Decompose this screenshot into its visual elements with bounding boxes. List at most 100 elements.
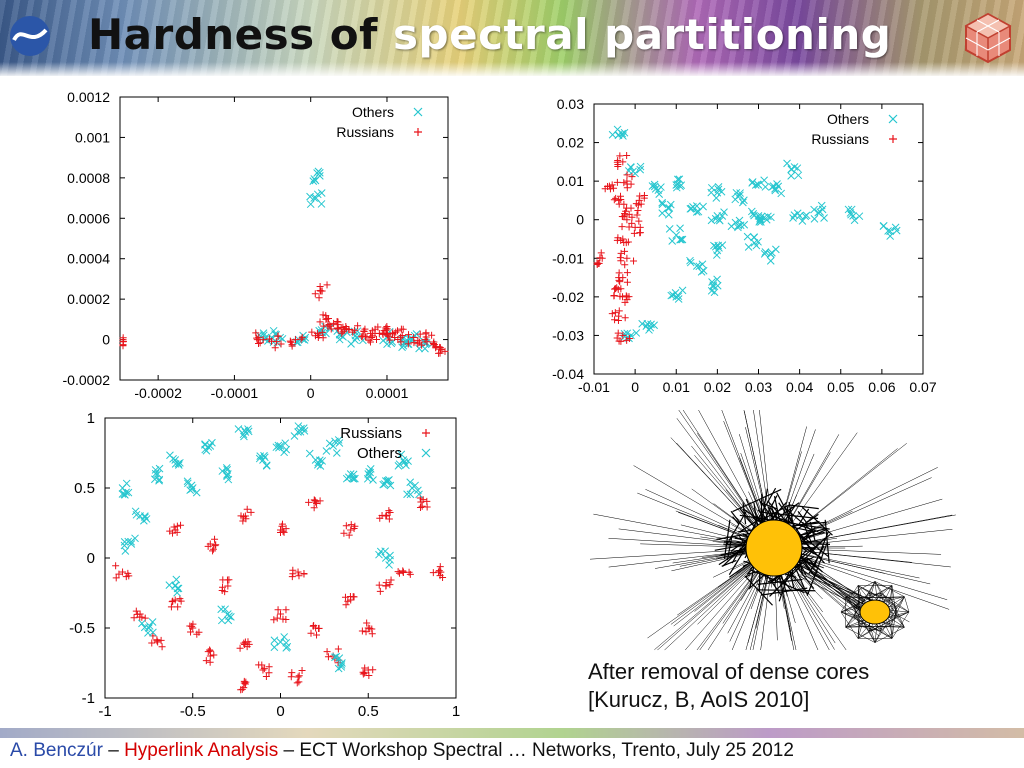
scatter-point-others <box>614 131 623 139</box>
legend-marker-russians <box>889 135 897 143</box>
scatter-point-russians <box>365 336 373 344</box>
y-axis-ticks: -1 -0.5 0 0.5 1 <box>69 410 456 707</box>
scatter-point-others <box>397 335 406 344</box>
scatter-point-russians <box>614 160 622 168</box>
scatter-point-others <box>282 644 291 652</box>
scatter-point-russians <box>323 281 331 289</box>
graph-edge <box>744 534 802 568</box>
scatter-point-others <box>188 484 197 492</box>
scatter-point-russians <box>288 573 296 581</box>
graph-edge <box>869 592 891 599</box>
graph-edge <box>773 453 815 549</box>
scatter-point-russians <box>189 624 197 632</box>
scatter-point-russians <box>368 625 376 633</box>
graph-edge <box>845 596 893 639</box>
graph-edge <box>813 567 865 613</box>
scatter-point-russians <box>204 648 212 656</box>
scatter-point-others <box>173 584 182 593</box>
scatter-point-others <box>140 623 149 632</box>
scatter-point-russians <box>617 192 625 200</box>
scatter-point-others <box>314 458 323 467</box>
scatter-point-russians <box>432 343 440 351</box>
scatter-point-others <box>171 460 180 468</box>
scatter-point-others <box>227 613 235 621</box>
scatter-point-others <box>672 181 681 189</box>
scatter-point-others <box>380 480 389 488</box>
graph-edge <box>716 547 775 559</box>
x-tick-label: -0.01 <box>578 379 610 395</box>
scatter-point-others <box>748 179 757 187</box>
x-axis-ticks: -0.0002 -0.0001 0 0.0001 <box>134 97 409 401</box>
scatter-point-others <box>145 624 153 632</box>
scatter-point-russians <box>158 643 166 651</box>
graph-edge <box>840 611 854 618</box>
scatter-point-others <box>620 329 629 338</box>
scatter-point-russians <box>345 325 353 333</box>
scatter-point-others <box>816 208 825 216</box>
graph-edge <box>802 561 816 578</box>
scatter-point-russians <box>630 229 638 237</box>
graph-edge <box>748 527 816 590</box>
scatter-point-russians <box>625 223 633 231</box>
scatter-point-others <box>771 245 780 254</box>
scatter-point-others <box>676 235 684 244</box>
scatter-point-others <box>120 490 129 498</box>
scatter-point-others <box>793 209 802 218</box>
graph-edge <box>755 547 775 629</box>
x-tick-label: -1 <box>98 703 111 720</box>
graph-edge <box>773 547 788 597</box>
scatter-point-others <box>384 476 392 485</box>
scatter-point-russians <box>429 340 437 348</box>
scatter-point-russians <box>289 566 297 574</box>
scatter-point-others <box>256 452 265 460</box>
scatter-point-others <box>636 162 645 171</box>
scatter-point-others <box>138 619 146 628</box>
y-tick-label: -0.5 <box>69 620 95 637</box>
graph-edge <box>845 611 910 628</box>
scatter-point-russians <box>376 514 384 522</box>
scatter-point-russians <box>611 316 619 324</box>
cube-logo-icon <box>964 12 1012 64</box>
scatter-point-others <box>714 215 723 224</box>
scatter-point-others <box>255 331 263 339</box>
scatter-point-others <box>654 186 663 195</box>
graph-edge <box>773 547 825 569</box>
scatter-point-others <box>369 476 377 484</box>
scatter-point-russians <box>405 331 413 339</box>
scatter-point-others <box>419 337 428 346</box>
graph-edge <box>671 547 775 572</box>
scatter-point-others <box>406 490 415 499</box>
scatter-point-others <box>240 426 249 435</box>
scatter-point-russians <box>173 522 181 530</box>
scatter-point-russians <box>415 338 423 346</box>
graph-edge <box>891 606 897 639</box>
scatter-point-russians <box>617 257 625 265</box>
scatter-point-russians <box>294 568 302 576</box>
graph-edge <box>874 592 881 643</box>
graph-edge <box>676 418 775 549</box>
scatter-point-others <box>768 248 776 257</box>
scatter-point-russians <box>399 325 407 333</box>
scatter-point-others <box>234 425 243 433</box>
scatter-point-others <box>176 458 184 467</box>
scatter-point-others <box>614 131 623 140</box>
graph-edge <box>859 596 905 627</box>
graph-edge <box>731 547 775 651</box>
scatter-point-russians <box>193 630 201 638</box>
scatter-point-russians <box>345 326 353 334</box>
scatter-point-russians <box>635 217 643 225</box>
scatter-point-others <box>349 470 358 479</box>
scatter-point-russians <box>288 341 296 349</box>
scatter-point-russians <box>308 328 316 336</box>
legend: Others Russians <box>811 111 898 147</box>
graph-edge <box>845 616 854 628</box>
slide-header: Hardness of spectral partitioning <box>0 0 1024 76</box>
scatter-point-others <box>849 212 857 220</box>
graph-edge <box>808 545 825 575</box>
graph-edge <box>731 524 775 549</box>
graph-edge <box>721 409 775 549</box>
x-tick-label: 0.06 <box>868 379 895 395</box>
scatter-point-russians <box>212 541 220 549</box>
graph-edge <box>738 520 757 533</box>
scatter-point-russians <box>119 334 127 342</box>
